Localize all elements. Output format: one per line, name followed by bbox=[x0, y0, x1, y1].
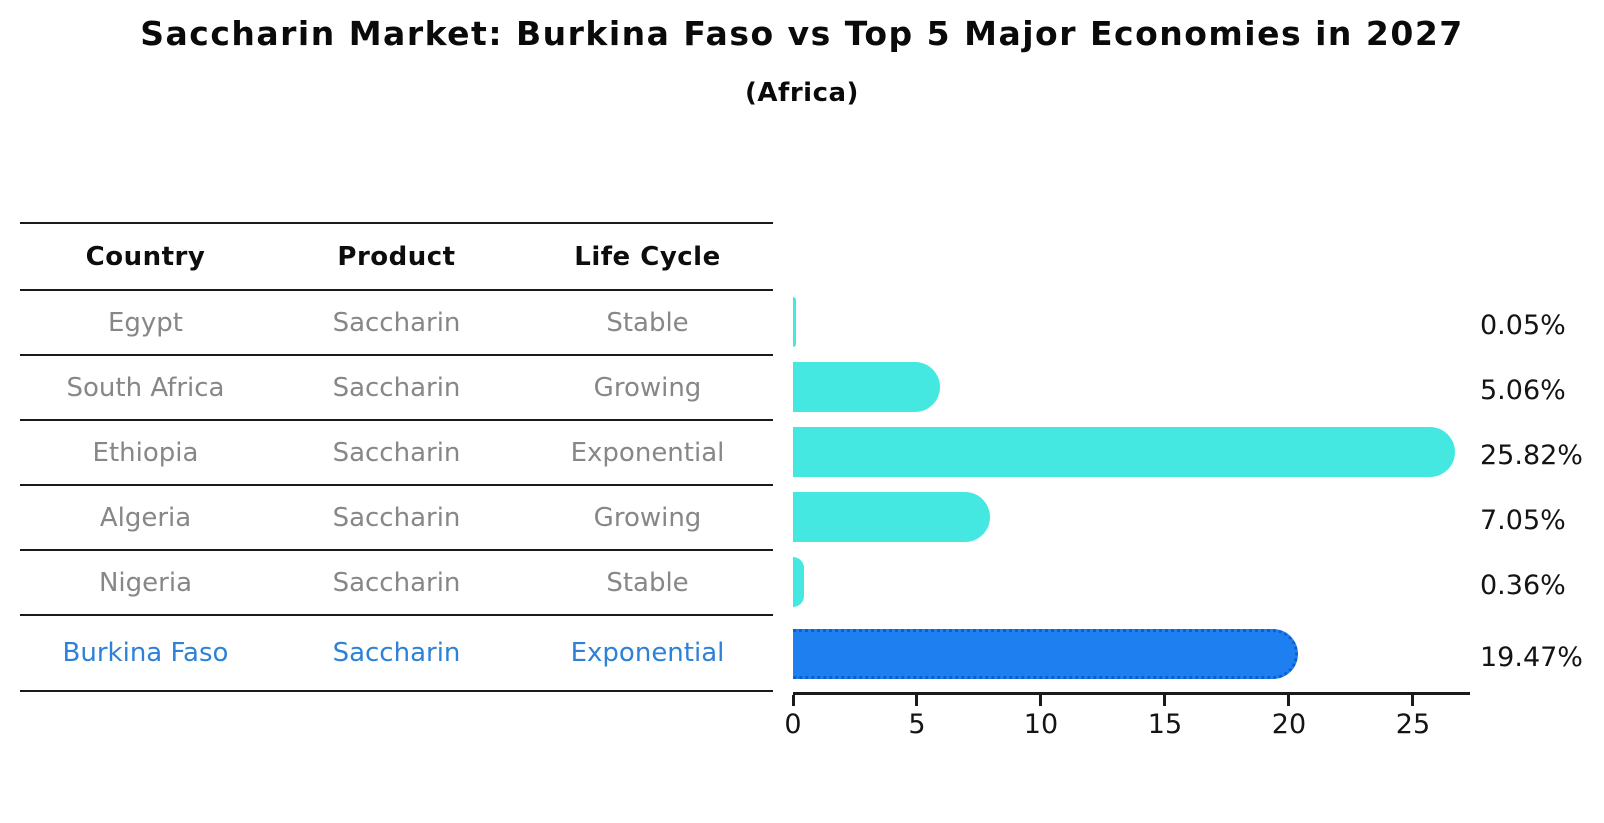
x-tick-label-5: 5 bbox=[908, 709, 926, 740]
x-tick-0 bbox=[791, 695, 795, 706]
table-cell-life-cycle: Exponential bbox=[570, 437, 725, 468]
table-cell-country: Ethiopia bbox=[92, 437, 199, 468]
table-row-egypt: Egypt Saccharin Stable bbox=[20, 291, 773, 356]
bar-nigeria bbox=[793, 556, 804, 607]
table-cell-country: South Africa bbox=[66, 372, 225, 403]
table-cell-product: Saccharin bbox=[332, 567, 461, 598]
bar-ethiopia bbox=[793, 426, 1456, 477]
table-row-burkina-faso: Burkina Faso Saccharin Exponential bbox=[20, 616, 773, 692]
value-label-algeria: 7.05% bbox=[1480, 504, 1566, 536]
table-cell-life-cycle: Growing bbox=[593, 372, 702, 403]
column-header-product: Product bbox=[337, 241, 456, 272]
table-header-row: Country Product Life Cycle bbox=[20, 224, 773, 291]
x-tick-15 bbox=[1163, 695, 1167, 706]
value-label-ethiopia: 25.82% bbox=[1480, 439, 1583, 471]
x-tick-label-0: 0 bbox=[784, 709, 802, 740]
column-header-country: Country bbox=[85, 241, 206, 272]
x-tick-label-20: 20 bbox=[1271, 709, 1307, 740]
table-row-nigeria: Nigeria Saccharin Stable bbox=[20, 551, 773, 616]
bar-algeria bbox=[793, 491, 990, 542]
table-body: Egypt Saccharin Stable South Africa Sacchari… bbox=[20, 291, 773, 692]
country-table: Country Product Life Cycle Egypt Saccharin S… bbox=[20, 222, 773, 692]
plot-area: 0 5 10 15 20 25 bbox=[784, 289, 1470, 740]
table-cell-country: Egypt bbox=[107, 307, 184, 338]
value-label-south-africa: 5.06% bbox=[1480, 374, 1566, 406]
table-row-ethiopia: Ethiopia Saccharin Exponential bbox=[20, 421, 773, 486]
x-tick-label-15: 15 bbox=[1147, 709, 1183, 740]
bar-south-africa bbox=[793, 361, 941, 412]
table-cell-product: Saccharin bbox=[332, 638, 461, 668]
table-cell-product: Saccharin bbox=[332, 307, 461, 338]
table-cell-life-cycle: Stable bbox=[606, 307, 689, 338]
table-row-south-africa: South Africa Saccharin Growing bbox=[20, 356, 773, 421]
table-cell-life-cycle: Stable bbox=[606, 567, 689, 598]
x-tick-label-10: 10 bbox=[1023, 709, 1059, 740]
table-cell-country: Algeria bbox=[99, 502, 192, 533]
table-cell-life-cycle: Growing bbox=[593, 502, 702, 533]
x-tick-label-25: 25 bbox=[1395, 709, 1431, 740]
table-cell-country: Nigeria bbox=[98, 567, 193, 598]
x-tick-25 bbox=[1411, 695, 1415, 706]
column-header-life-cycle: Life Cycle bbox=[574, 241, 721, 272]
table-cell-product: Saccharin bbox=[332, 437, 461, 468]
value-label-nigeria: 0.36% bbox=[1480, 569, 1566, 601]
table-cell-product: Saccharin bbox=[332, 502, 461, 533]
table-cell-life-cycle: Exponential bbox=[570, 638, 725, 668]
bar-egypt bbox=[793, 296, 797, 347]
bar-burkina-faso bbox=[793, 629, 1298, 679]
x-tick-5 bbox=[915, 695, 919, 706]
table-cell-product: Saccharin bbox=[332, 372, 461, 403]
chart-title: Saccharin Market: Burkina Faso vs Top 5 … bbox=[140, 14, 1464, 53]
table-cell-country: Burkina Faso bbox=[62, 638, 229, 668]
table-row-algeria: Algeria Saccharin Growing bbox=[20, 486, 773, 551]
x-tick-20 bbox=[1287, 695, 1291, 706]
x-tick-10 bbox=[1039, 695, 1043, 706]
value-label-egypt: 0.05% bbox=[1480, 309, 1566, 341]
value-label-burkina-faso: 19.47% bbox=[1480, 642, 1583, 673]
chart-subtitle: (Africa) bbox=[745, 78, 859, 108]
x-axis-line bbox=[793, 692, 1470, 695]
